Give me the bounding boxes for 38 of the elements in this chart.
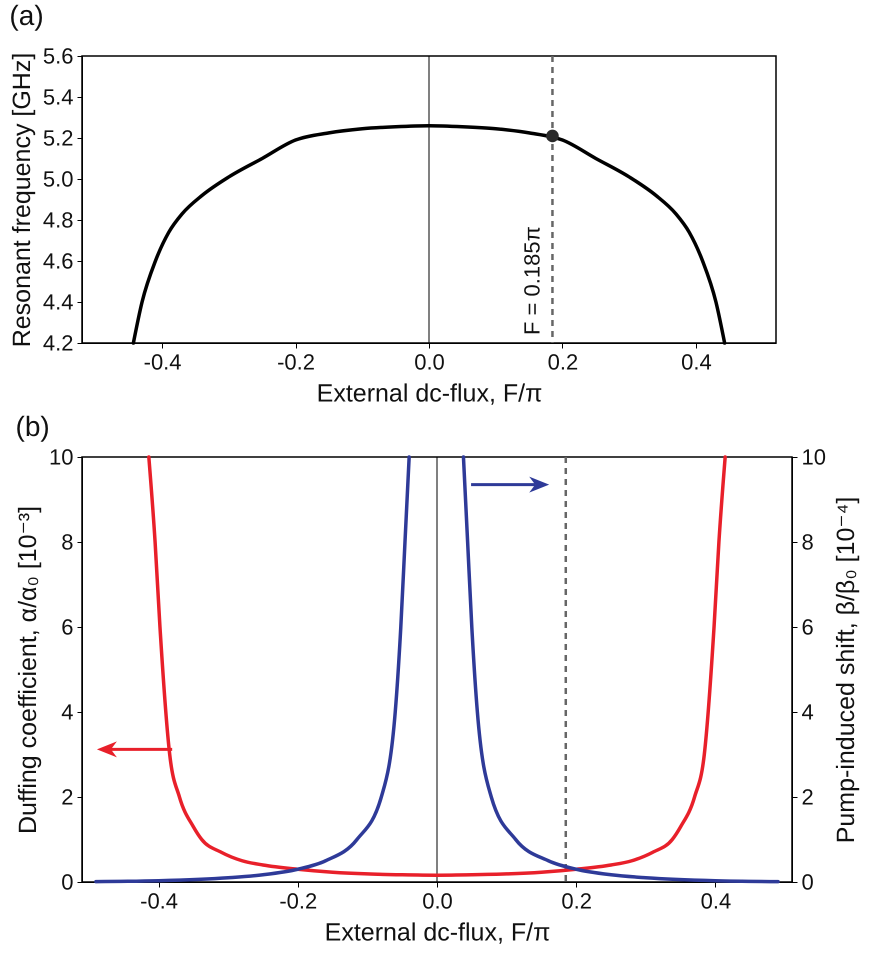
x-tick-label: 0.4 [681, 350, 712, 374]
y2-tick-label: 10 [802, 444, 826, 470]
x-tick-label: 0.0 [414, 350, 445, 374]
x-tick-label: -0.2 [277, 350, 315, 374]
y-tick-label: 10 [49, 444, 74, 470]
x-axis-title: External dc-flux, F/π [316, 380, 542, 408]
y2-axis-title: Pump-induced shift, β/β₀ [10⁻⁴] [832, 496, 860, 844]
y-tick-label: 4.6 [42, 248, 74, 274]
y2-tick-label: 0 [802, 870, 814, 894]
y-tick-label: 5.6 [42, 44, 74, 68]
y-axis-title: Duffing coefficient, α/α₀ [10⁻³] [14, 506, 42, 834]
y2-tick-label: 6 [802, 614, 814, 640]
y-tick-label: 2 [61, 784, 74, 810]
x-tick-label: -0.4 [140, 888, 178, 914]
y-tick-label: 5.4 [42, 84, 74, 110]
y-tick-label: 4.8 [42, 208, 74, 232]
x-tick-label: 0.2 [548, 350, 578, 374]
x-tick-label: -0.2 [279, 888, 318, 914]
y-tick-label: 0 [61, 870, 74, 894]
ref-line-label: F = 0.185π [519, 226, 544, 335]
y-axis-title: Resonant frequency [GHz] [8, 52, 36, 348]
y-tick-label: 5.2 [42, 126, 74, 150]
x-tick-label: 0.0 [422, 888, 453, 914]
y-tick-label: 8 [61, 530, 74, 554]
y-tick-label: 4.2 [42, 330, 74, 356]
y-tick-label: 4 [61, 700, 74, 724]
chart-title: (a) [9, 0, 44, 31]
x-tick-label: -0.4 [144, 350, 182, 374]
chart-title: (b) [16, 411, 50, 442]
x-tick-label: 0.2 [561, 888, 592, 914]
x-tick-label: 0.4 [700, 888, 732, 914]
y-tick-label: 4.4 [42, 290, 74, 314]
y2-tick-label: 2 [802, 784, 814, 810]
y2-tick-label: 4 [802, 700, 814, 724]
y-tick-label: 5.0 [42, 166, 74, 192]
y-tick-label: 6 [61, 614, 74, 640]
x-axis-title: External dc-flux, F/π [324, 918, 550, 946]
y2-tick-label: 8 [802, 530, 814, 554]
